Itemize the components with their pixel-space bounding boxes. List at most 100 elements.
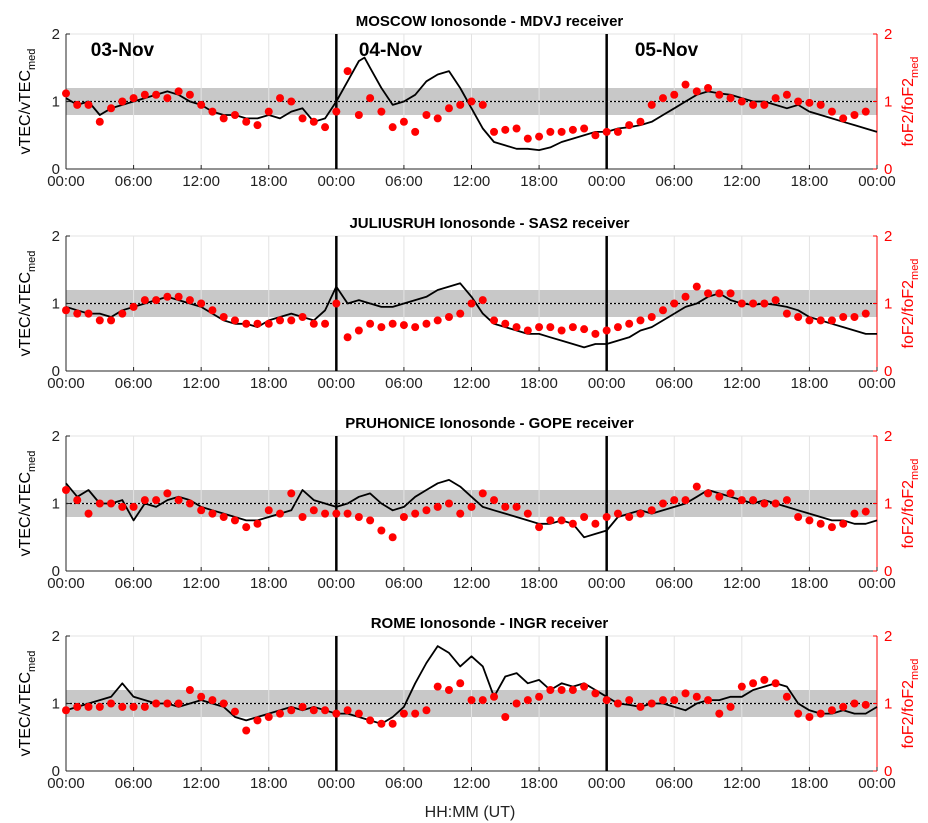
fof2-data-point xyxy=(434,114,442,122)
x-tick-label: 06:00 xyxy=(655,575,693,592)
y-tick-label-right: 1 xyxy=(884,94,892,111)
y-tick-label-left: 2 xyxy=(52,228,60,245)
fof2-data-point xyxy=(490,128,498,136)
fof2-data-point xyxy=(411,510,419,518)
fof2-data-point xyxy=(85,703,93,711)
fof2-data-point xyxy=(163,94,171,102)
fof2-data-point xyxy=(614,700,622,708)
x-tick-label: 12:00 xyxy=(453,575,491,592)
fof2-data-point xyxy=(310,118,318,126)
fof2-data-point xyxy=(208,510,216,518)
fof2-data-point xyxy=(648,313,656,321)
fof2-data-point xyxy=(299,313,307,321)
fof2-data-point xyxy=(546,128,554,136)
fof2-data-point xyxy=(603,327,611,335)
fof2-data-point xyxy=(456,679,464,687)
y-tick-label-right: 0 xyxy=(884,763,892,780)
y-axis-label-right: foF2/foF2med xyxy=(900,259,921,349)
fof2-data-point xyxy=(738,496,746,504)
fof2-data-point xyxy=(468,696,476,704)
x-tick-label: 12:00 xyxy=(453,775,491,792)
fof2-data-point xyxy=(321,706,329,714)
fof2-data-point xyxy=(479,489,487,497)
y-tick-label-right: 1 xyxy=(884,696,892,713)
fof2-data-point xyxy=(490,496,498,504)
fof2-data-point xyxy=(253,716,261,724)
x-tick-label: 06:00 xyxy=(655,775,693,792)
fof2-data-point xyxy=(659,500,667,508)
y-tick-label-right: 2 xyxy=(884,628,892,645)
fof2-data-point xyxy=(648,506,656,514)
fof2-data-point xyxy=(377,323,385,331)
fof2-data-point xyxy=(513,700,521,708)
fof2-data-point xyxy=(501,503,509,511)
fof2-data-point xyxy=(276,510,284,518)
fof2-data-point xyxy=(704,489,712,497)
fof2-data-point xyxy=(501,126,509,134)
fof2-data-point xyxy=(738,300,746,308)
fof2-data-point xyxy=(118,310,126,318)
fof2-data-point xyxy=(569,686,577,694)
fof2-data-point xyxy=(265,108,273,116)
fof2-data-point xyxy=(501,320,509,328)
fof2-data-point xyxy=(96,500,104,508)
fof2-data-point xyxy=(208,696,216,704)
fof2-data-point xyxy=(659,696,667,704)
fof2-data-point xyxy=(524,696,532,704)
fof2-data-point xyxy=(299,114,307,122)
fof2-data-point xyxy=(389,720,397,728)
y-tick-label-right: 2 xyxy=(884,428,892,445)
fof2-data-point xyxy=(141,496,149,504)
fof2-data-point xyxy=(558,516,566,524)
fof2-data-point xyxy=(445,686,453,694)
x-tick-label: 12:00 xyxy=(723,775,761,792)
x-tick-label: 00:00 xyxy=(588,775,626,792)
day-label: 05-Nov xyxy=(635,40,699,61)
fof2-data-point xyxy=(73,496,81,504)
fof2-data-point xyxy=(141,703,149,711)
x-tick-label: 00:00 xyxy=(318,375,356,392)
x-tick-label: 00:00 xyxy=(318,775,356,792)
fof2-data-point xyxy=(456,310,464,318)
chart-panel-3: 00:00 06:00 12:00 18:00 00:00 06:00 12:00 18:00… xyxy=(17,415,921,592)
fof2-data-point xyxy=(749,679,757,687)
x-tick-label: 18:00 xyxy=(520,775,558,792)
fof2-data-point xyxy=(659,306,667,314)
y-tick-label-left: 0 xyxy=(52,563,60,580)
fof2-data-point xyxy=(850,111,858,119)
fof2-data-point xyxy=(715,289,723,297)
y-tick-label-right: 1 xyxy=(884,296,892,313)
fof2-data-point xyxy=(614,323,622,331)
fof2-data-point xyxy=(817,316,825,324)
fof2-data-point xyxy=(422,320,430,328)
fof2-data-point xyxy=(253,520,261,528)
y-tick-label-left: 0 xyxy=(52,363,60,380)
y-tick-label-right: 1 xyxy=(884,496,892,513)
fof2-data-point xyxy=(783,310,791,318)
fof2-data-point xyxy=(96,118,104,126)
fof2-data-point xyxy=(524,510,532,518)
fof2-data-point xyxy=(670,696,678,704)
fof2-data-point xyxy=(693,693,701,701)
fof2-data-point xyxy=(794,513,802,521)
fof2-data-point xyxy=(580,125,588,133)
fof2-data-point xyxy=(310,320,318,328)
fof2-data-point xyxy=(231,111,239,119)
fof2-data-point xyxy=(727,289,735,297)
fof2-data-point xyxy=(760,676,768,684)
y-tick-label-left: 0 xyxy=(52,763,60,780)
fof2-data-point xyxy=(614,510,622,518)
fof2-data-point xyxy=(152,700,160,708)
fof2-data-point xyxy=(513,503,521,511)
fof2-data-point xyxy=(535,523,543,531)
y-axis-label-left: vTEC/vTECmed xyxy=(17,651,38,757)
x-tick-label: 06:00 xyxy=(115,775,153,792)
fof2-data-point xyxy=(479,696,487,704)
chart-title: JULIUSRUH Ionosonde - SAS2 receiver xyxy=(349,215,629,232)
fof2-data-point xyxy=(727,94,735,102)
fof2-data-point xyxy=(783,91,791,99)
x-tick-label: 18:00 xyxy=(520,173,558,190)
fof2-data-point xyxy=(332,710,340,718)
fof2-data-point xyxy=(862,108,870,116)
y-tick-label-left: 0 xyxy=(52,161,60,178)
